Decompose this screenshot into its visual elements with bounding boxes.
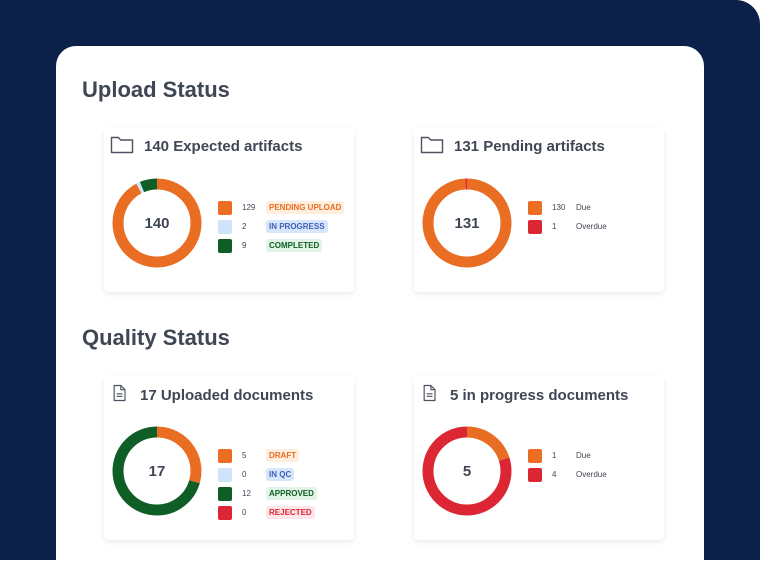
legend-label: Due bbox=[576, 203, 591, 212]
card-title: 5 in progress documents bbox=[450, 387, 629, 404]
legend-item: 0 REJECTED bbox=[218, 503, 317, 522]
legend-swatch bbox=[218, 467, 232, 482]
legend-count: 0 bbox=[242, 470, 247, 479]
legend-count: 5 bbox=[242, 451, 247, 460]
legend-item: 2 IN PROGRESS bbox=[218, 217, 344, 236]
legend-item: 1 Due bbox=[528, 446, 607, 465]
donut-segment-overdue[interactable] bbox=[422, 426, 512, 516]
legend-swatch bbox=[528, 219, 542, 234]
legend-item: 0 IN QC bbox=[218, 465, 317, 484]
card-header: 140 Expected artifacts bbox=[110, 134, 302, 159]
legend: 5 DRAFT 0 IN QC 12 APPROVED 0 REJECTED bbox=[218, 446, 317, 522]
in-progress-documents-card: 5 in progress documents 5 1 Due 4 Overdue bbox=[414, 376, 664, 540]
donut-total: 5 bbox=[462, 462, 472, 480]
legend-swatch bbox=[218, 219, 232, 234]
legend-count: 9 bbox=[242, 241, 247, 250]
legend-swatch bbox=[218, 505, 232, 520]
legend-count: 12 bbox=[242, 489, 251, 498]
donut-chart bbox=[422, 426, 512, 516]
card-header: 131 Pending artifacts bbox=[420, 134, 605, 159]
donut-total: 131 bbox=[454, 214, 480, 232]
legend-count: 1 bbox=[552, 451, 557, 460]
legend-item: 129 PENDING UPLOAD bbox=[218, 198, 345, 217]
legend: 129 PENDING UPLOAD 2 IN PROGRESS 9 COMPLETED bbox=[218, 198, 345, 255]
legend-item: 12 APPROVED bbox=[218, 484, 317, 503]
legend-item: 5 DRAFT bbox=[218, 446, 317, 465]
legend-count: 129 bbox=[242, 203, 256, 212]
card-header: 17 Uploaded documents bbox=[110, 382, 313, 409]
legend-count: 1 bbox=[552, 222, 557, 231]
donut-segment-completed[interactable] bbox=[112, 178, 202, 268]
donut-total: 17 bbox=[148, 462, 166, 480]
status-badge: PENDING UPLOAD bbox=[266, 201, 345, 214]
expected-artifacts-card: 140 Expected artifacts 140 129 PENDING UPLO… bbox=[104, 128, 354, 292]
document-icon bbox=[110, 382, 130, 409]
legend: 130 Due 1 Overdue bbox=[528, 198, 607, 236]
status-badge: DRAFT bbox=[266, 449, 300, 462]
legend-swatch bbox=[218, 448, 232, 463]
legend-count: 4 bbox=[552, 470, 557, 479]
donut-chart bbox=[422, 178, 512, 268]
legend-swatch bbox=[218, 486, 232, 501]
status-badge: APPROVED bbox=[266, 487, 317, 500]
legend-label: Overdue bbox=[576, 470, 607, 479]
legend-swatch bbox=[528, 200, 542, 215]
document-icon bbox=[420, 382, 440, 409]
donut-segment-approved[interactable] bbox=[112, 426, 202, 516]
legend-count: 130 bbox=[552, 203, 566, 212]
legend-item: 130 Due bbox=[528, 198, 607, 217]
card-title: 131 Pending artifacts bbox=[454, 138, 605, 155]
card-title: 17 Uploaded documents bbox=[140, 387, 314, 404]
status-badge: COMPLETED bbox=[266, 239, 323, 252]
legend-item: 9 COMPLETED bbox=[218, 236, 344, 255]
folder-icon bbox=[110, 134, 134, 159]
donut-total: 140 bbox=[144, 214, 170, 232]
legend-item: 4 Overdue bbox=[528, 465, 607, 484]
donut-chart bbox=[112, 426, 202, 516]
card-header: 5 in progress documents bbox=[420, 382, 628, 409]
folder-icon bbox=[420, 134, 444, 159]
legend-swatch bbox=[528, 448, 542, 463]
status-badge: IN PROGRESS bbox=[266, 220, 328, 233]
legend-label: Due bbox=[576, 451, 591, 460]
legend-label: Overdue bbox=[576, 222, 607, 231]
uploaded-documents-card: 17 Uploaded documents 17 5 DRAFT 0 IN QC 12 APP… bbox=[104, 376, 354, 540]
quality-status-title: Quality Status bbox=[82, 325, 230, 350]
pending-artifacts-card: 131 Pending artifacts 131 130 Due 1 Overdue bbox=[414, 128, 664, 292]
upload-status-title: Upload Status bbox=[82, 77, 230, 102]
legend-count: 0 bbox=[242, 508, 247, 517]
status-badge: REJECTED bbox=[266, 506, 315, 519]
legend-swatch bbox=[528, 467, 542, 482]
card-title: 140 Expected artifacts bbox=[144, 138, 303, 155]
legend-item: 1 Overdue bbox=[528, 217, 607, 236]
legend-swatch bbox=[218, 200, 232, 215]
donut-segment-overdue[interactable] bbox=[422, 178, 512, 268]
donut-chart bbox=[112, 178, 202, 268]
legend: 1 Due 4 Overdue bbox=[528, 446, 607, 484]
status-badge: IN QC bbox=[266, 468, 295, 481]
legend-swatch bbox=[218, 238, 232, 253]
legend-count: 2 bbox=[242, 222, 247, 231]
